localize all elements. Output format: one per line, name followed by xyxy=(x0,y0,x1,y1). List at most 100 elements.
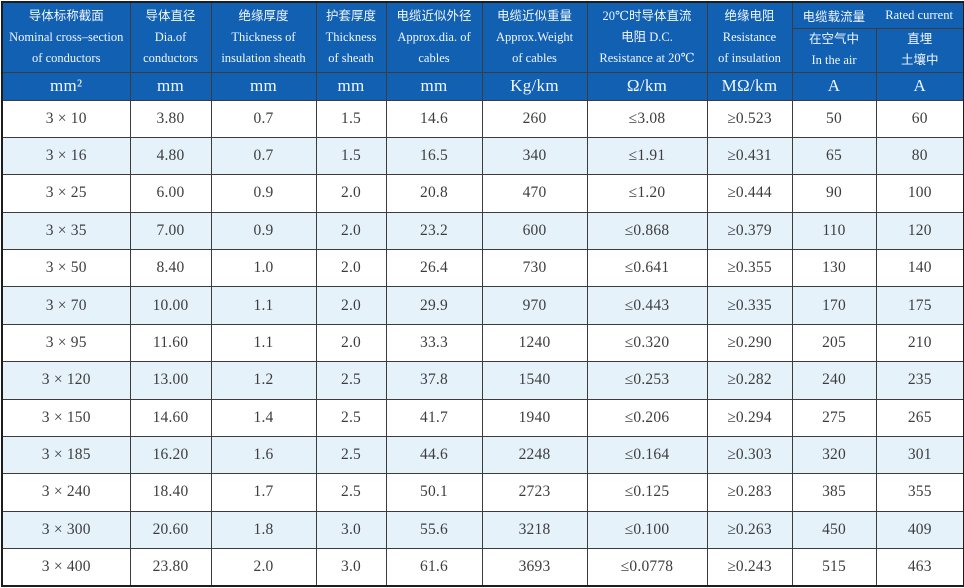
table-cell: 730 xyxy=(481,248,588,288)
table-row: 3 × 300 20.60 1.8 3.0 55.6 3218 ≤0.100 ≥0.263 45… xyxy=(1,510,964,550)
table-cell: 2.5 xyxy=(315,473,387,512)
header-row-sub: 在空气中 In the air 直埋 土壤中 xyxy=(2,27,964,73)
table-cell: 409 xyxy=(875,510,964,550)
table-cell: 2723 xyxy=(481,473,588,512)
unit-conductor-diameter: mm xyxy=(129,71,212,101)
table-cell: ≤0.641 xyxy=(586,248,708,288)
table-cell: 1.1 xyxy=(210,286,317,325)
table-header: 导体标称截面 Nominal cross–section of conducto… xyxy=(1,1,964,101)
table-cell: ≥0.444 xyxy=(706,174,793,213)
table-cell: 3 × 400 xyxy=(1,548,131,587)
table-cell: ≥0.243 xyxy=(706,548,793,587)
table-cell: 60 xyxy=(875,99,964,138)
table-row: 3 × 240 18.40 1.7 2.5 50.1 2723 ≤0.125 ≥0.283 38… xyxy=(1,473,964,512)
rated-current-label-zh: 电缆载流量 xyxy=(802,9,866,24)
table-cell: 3 × 120 xyxy=(1,361,131,400)
table-cell: 23.80 xyxy=(129,548,212,587)
table-cell: 320 xyxy=(791,435,877,475)
table-cell: 340 xyxy=(481,136,588,176)
table-cell: 1.7 xyxy=(210,473,317,512)
table-cell: ≥0.335 xyxy=(706,286,793,325)
table-cell: 14.60 xyxy=(129,398,212,437)
table-cell: 235 xyxy=(875,361,964,400)
table-cell: 205 xyxy=(791,323,877,363)
table-cell: 7.00 xyxy=(129,211,212,251)
table-cell: 450 xyxy=(791,510,877,550)
table-cell: 1.8 xyxy=(210,510,317,550)
table-cell: 3 × 95 xyxy=(1,323,131,363)
table-cell: ≤0.164 xyxy=(586,435,708,475)
table-cell: ≤0.0778 xyxy=(586,548,708,587)
table-cell: 3.0 xyxy=(315,548,387,587)
table-cell: 470 xyxy=(481,174,588,213)
table-cell: 3 × 185 xyxy=(1,435,131,475)
table-cell: 1.5 xyxy=(315,99,387,138)
table-cell: ≥0.355 xyxy=(706,248,793,288)
table-cell: ≥0.290 xyxy=(706,323,793,363)
table-cell: 16.5 xyxy=(385,136,483,176)
table-cell: ≥0.282 xyxy=(706,361,793,400)
table-row: 3 × 25 6.00 0.9 2.0 20.8 470 ≤1.20 ≥0.444 90 100 xyxy=(1,174,964,213)
rated-current-label-en: Rated current xyxy=(885,7,953,22)
table-cell: 260 xyxy=(481,99,588,138)
table-cell: 61.6 xyxy=(385,548,483,587)
table-cell: 240 xyxy=(791,361,877,400)
table-cell: 170 xyxy=(791,286,877,325)
table-cell: 3 × 240 xyxy=(1,473,131,512)
table-cell: 3 × 10 xyxy=(1,99,131,138)
table-cell: ≤3.08 xyxy=(586,99,708,138)
table-cell: 1540 xyxy=(481,361,588,400)
table-cell: 44.6 xyxy=(385,435,483,475)
unit-dc-resistance: Ω/km xyxy=(586,71,708,101)
table-cell: 2.5 xyxy=(315,435,387,475)
col-header-nominal-cross-section: 导体标称截面 Nominal cross–section of conducto… xyxy=(1,1,131,73)
table-cell: ≤0.100 xyxy=(586,510,708,550)
table-cell: 80 xyxy=(875,136,964,176)
table-cell: 1240 xyxy=(481,323,588,363)
table-cell: 1940 xyxy=(481,398,588,437)
table-cell: 120 xyxy=(875,211,964,251)
table-cell: ≤1.91 xyxy=(586,136,708,176)
table-cell: ≥0.431 xyxy=(706,136,793,176)
unit-current-buried: A xyxy=(875,71,964,101)
table-row: 3 × 50 8.40 1.0 2.0 26.4 730 ≤0.641 ≥0.355 130 14… xyxy=(1,248,964,288)
table-cell: 55.6 xyxy=(385,510,483,550)
unit-current-air: A xyxy=(791,71,877,101)
table-cell: 41.7 xyxy=(385,398,483,437)
table-cell: 3 × 25 xyxy=(1,174,131,213)
table-cell: 515 xyxy=(791,548,877,587)
table-cell: 210 xyxy=(875,323,964,363)
table-cell: 463 xyxy=(875,548,964,587)
table-cell: 13.00 xyxy=(129,361,212,400)
table-row: 3 × 120 13.00 1.2 2.5 37.8 1540 ≤0.253 ≥0.282 24… xyxy=(1,361,964,400)
table-cell: 3 × 300 xyxy=(1,510,131,550)
unit-insulation-thickness: mm xyxy=(210,71,317,101)
table-cell: 3 × 16 xyxy=(1,136,131,176)
table-cell: 4.80 xyxy=(129,136,212,176)
table-cell: 2.0 xyxy=(315,174,387,213)
header-row-units: mm² mm mm mm mm Kg/km Ω/km MΩ/km A A xyxy=(1,71,964,101)
table-cell: 1.5 xyxy=(315,136,387,176)
table-cell: 20.60 xyxy=(129,510,212,550)
col-header-dc-resistance: 20℃时导体直流 电阻 D.C. Resistance at 20℃ xyxy=(586,1,708,73)
table-cell: ≥0.283 xyxy=(706,473,793,512)
table-cell: 3 × 35 xyxy=(1,211,131,251)
table-cell: 0.7 xyxy=(210,99,317,138)
table-cell: 16.20 xyxy=(129,435,212,475)
table-cell: 2.0 xyxy=(315,286,387,325)
table-cell: 3.80 xyxy=(129,99,212,138)
table-cell: 0.9 xyxy=(210,211,317,251)
table-cell: 140 xyxy=(875,248,964,288)
unit-cross-section: mm² xyxy=(1,71,131,101)
table-cell: 65 xyxy=(791,136,877,176)
table-row: 3 × 16 4.80 0.7 1.5 16.5 340 ≤1.91 ≥0.431 65 80 xyxy=(1,136,964,176)
col-header-direct-buried: 直埋 土壤中 xyxy=(875,27,964,73)
col-header-approx-diameter: 电缆近似外径 Approx.dia. of cables xyxy=(385,1,483,73)
table-cell: 3 × 150 xyxy=(1,398,131,437)
table-cell: 301 xyxy=(875,435,964,475)
table-cell: 3 × 70 xyxy=(1,286,131,325)
table-cell: 8.40 xyxy=(129,248,212,288)
table-cell: ≥0.379 xyxy=(706,211,793,251)
table-cell: 26.4 xyxy=(385,248,483,288)
